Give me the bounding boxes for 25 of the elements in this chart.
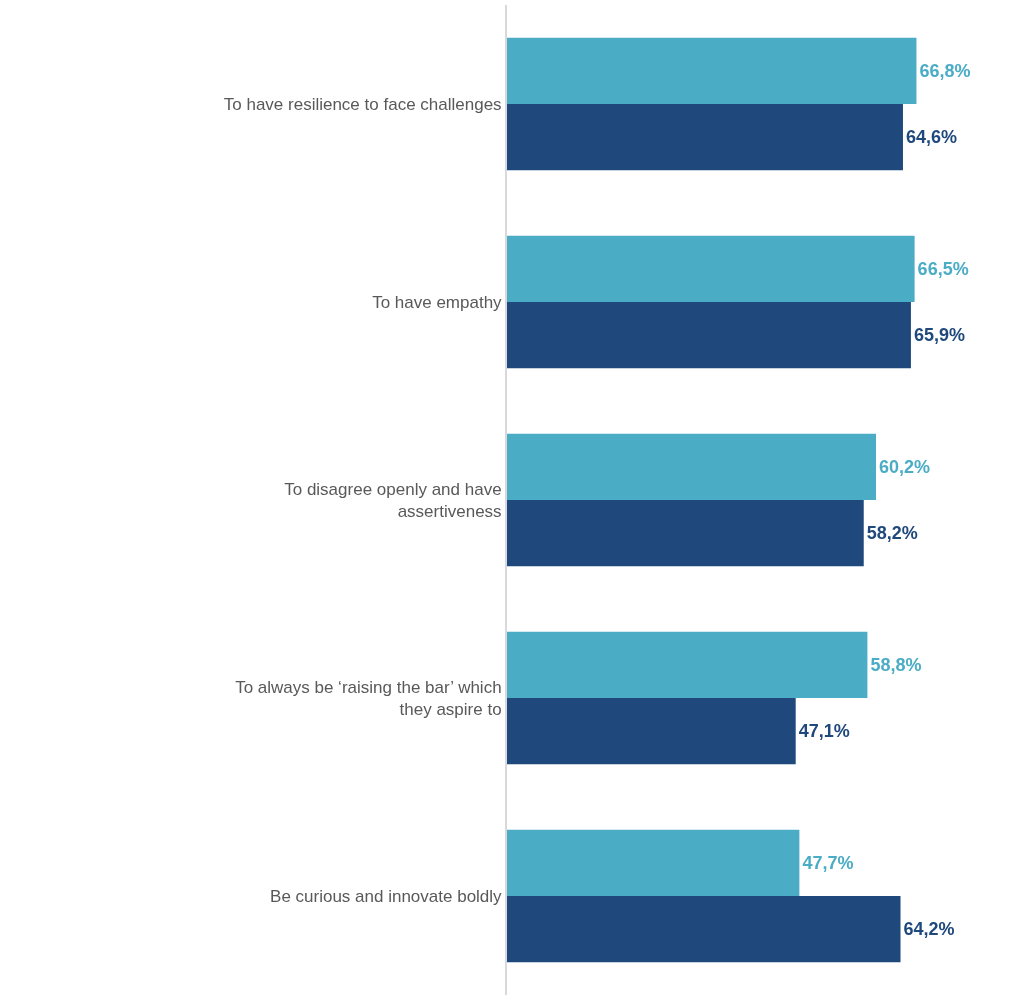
data-label: 58,8% [870,654,922,675]
data-label: 65,9% [913,325,965,346]
data-label: 58,2% [866,523,918,544]
data-label: 66,5% [917,258,969,279]
data-label: 64,2% [903,919,955,940]
y-tick-label: To have empathy [372,292,503,312]
data-label: 66,8% [919,60,971,81]
bar [507,433,876,500]
y-tick-label: To disagree openly and have assertiveness [284,479,502,521]
bar [507,104,903,171]
y-tick-label: To always be ‘raising the bar’ which they aspire to [235,677,502,719]
data-label: 47,1% [798,721,850,742]
data-label: 47,7% [802,852,854,873]
bar [507,235,915,302]
bar [507,500,864,567]
y-tick-label: To have resilience to face challenges [223,94,502,114]
bar [507,829,800,896]
bar [507,631,868,698]
bar [507,698,796,765]
bar [507,37,917,104]
data-label: 64,6% [905,127,958,148]
bar [507,896,901,963]
bar [507,302,911,369]
data-label: 60,2% [879,456,931,477]
y-tick-label: Be curious and innovate boldly [270,886,503,906]
